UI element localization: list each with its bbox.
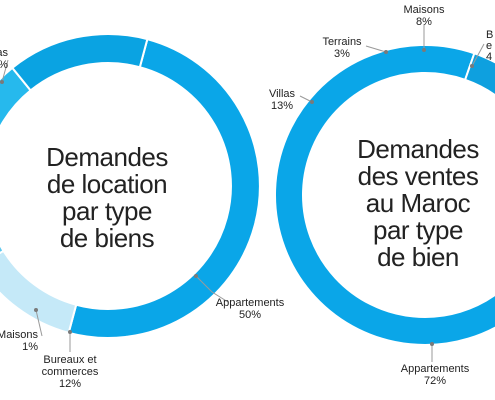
donut-right xyxy=(274,44,495,346)
slice-label-value: 13% xyxy=(270,100,294,112)
chart-title-line: par type xyxy=(62,196,152,226)
slice-label-villas-right: Villas 13% xyxy=(262,88,302,112)
slice-label-bureaux-right: B e 4 xyxy=(486,30,495,63)
leader-line xyxy=(365,45,387,53)
leader-dot xyxy=(0,80,4,84)
slice-label-value: 72% xyxy=(423,375,447,387)
label-leaders xyxy=(0,24,485,362)
slice-label-maisons-left: Maisons 1% xyxy=(0,329,38,353)
slice-label-value: 3% xyxy=(334,48,350,60)
slice-label-name: Villas xyxy=(0,47,8,59)
slice-label-name: B e xyxy=(486,29,494,52)
slice-label-name: Appartements xyxy=(400,363,470,375)
slice-label-value: 1% xyxy=(22,341,38,353)
slice-label-maisons-right: Maisons 8% xyxy=(398,4,450,28)
slice-label-appartements-right: Appartements 72% xyxy=(390,363,480,387)
donut-slice-bureaux-et-commerces xyxy=(0,249,78,335)
chart-title-right: Demandes des ventes au Maroc par type de… xyxy=(348,136,488,271)
chart-title-line: de location xyxy=(46,169,168,199)
donut-slice-villas xyxy=(463,52,495,97)
leader-dot xyxy=(34,308,38,312)
leader-dot xyxy=(310,100,314,104)
chart-title-line: Demandes xyxy=(357,134,479,164)
leader-dot xyxy=(68,330,72,334)
slice-label-name: Maisons xyxy=(0,329,38,341)
leader-dot xyxy=(430,342,434,346)
chart-title-line: de bien xyxy=(377,242,459,272)
slice-label-name: Terrains xyxy=(322,36,362,48)
donut-slice-slice xyxy=(0,66,32,246)
slice-label-name: Maisons xyxy=(403,4,445,16)
slice-label-value: % xyxy=(0,59,8,71)
chart-title-line: au Maroc xyxy=(365,188,471,218)
chart-title-line: des ventes xyxy=(357,161,479,191)
donut-slice-maisons xyxy=(0,242,5,255)
slice-label-value: 12% xyxy=(58,378,82,390)
leader-line xyxy=(35,309,43,337)
slice-label-value: 50% xyxy=(238,309,262,321)
donut-slice-appartements xyxy=(274,44,495,346)
leader-line xyxy=(299,95,313,103)
donut-slice-villas xyxy=(10,33,149,92)
leader-line xyxy=(195,275,229,303)
leader-dot xyxy=(470,64,474,68)
slice-label-name: Villas xyxy=(268,88,296,100)
slice-label-name: Appartements xyxy=(215,297,285,309)
slice-label-bureaux-left: Bureaux et commerces 12% xyxy=(30,354,110,390)
chart-title-left: Demandes de location par type de biens xyxy=(32,144,182,252)
chart-title-line: Demandes xyxy=(46,142,168,172)
leader-line xyxy=(471,43,485,67)
slice-label-terrains-right: Terrains 3% xyxy=(318,36,366,60)
donut-slice-appartements xyxy=(67,37,261,339)
slice-label-villas-left: Villas % xyxy=(0,47,8,71)
chart-title-line: par type xyxy=(373,215,463,245)
slice-label-value: 4 xyxy=(486,51,493,63)
slice-label-value: 8% xyxy=(416,16,432,28)
donut-left xyxy=(0,33,261,339)
leader-dot xyxy=(194,274,198,278)
slice-label-appartements-left: Appartements 50% xyxy=(210,297,290,321)
chart-title-line: de biens xyxy=(59,223,155,253)
leader-line xyxy=(1,59,9,83)
leader-dot xyxy=(384,50,388,54)
leader-dot xyxy=(422,48,426,52)
slice-label-name: Bureaux et commerces xyxy=(41,354,99,378)
